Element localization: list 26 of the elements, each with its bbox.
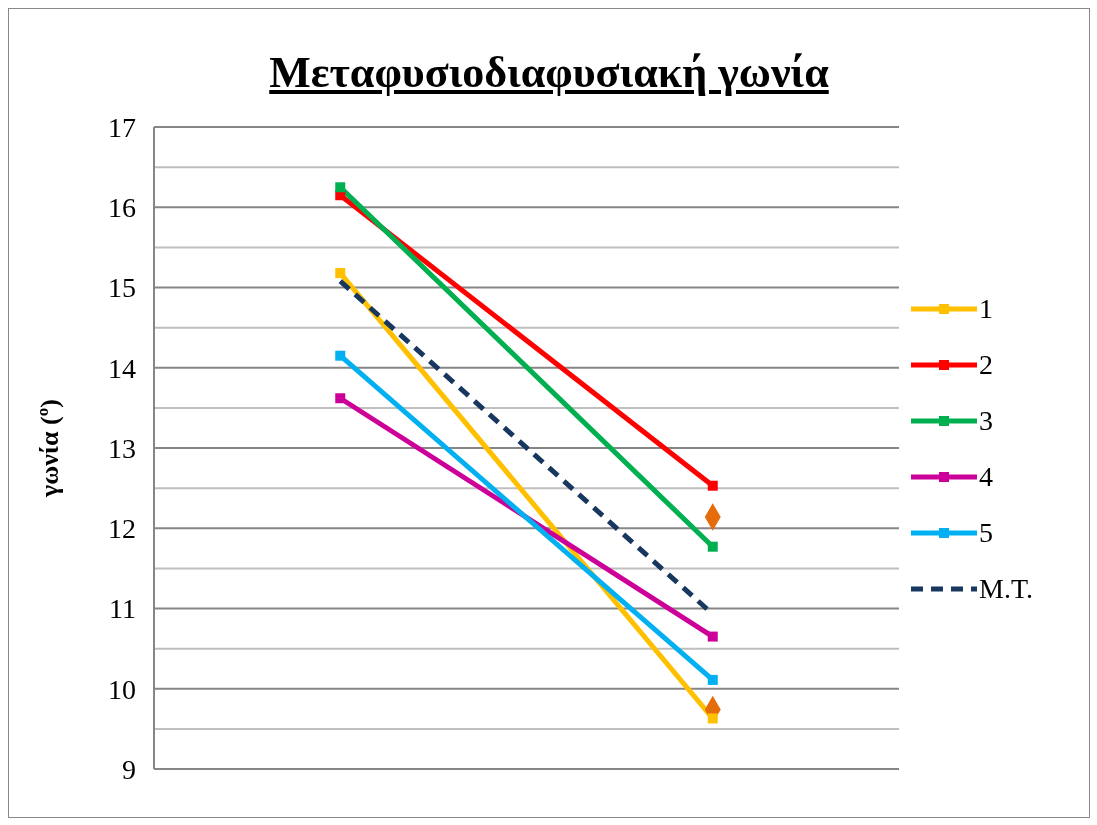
point xyxy=(707,674,718,685)
y-tick-label: 16 xyxy=(108,192,136,224)
point xyxy=(335,268,346,279)
legend-label: 1 xyxy=(979,293,993,325)
y-tick-label: 14 xyxy=(108,352,136,384)
point xyxy=(335,393,346,404)
y-tick-label: 15 xyxy=(108,272,136,304)
legend-label: 4 xyxy=(979,461,993,493)
legend-label: 5 xyxy=(979,517,993,549)
y-tick-label: 13 xyxy=(108,432,136,464)
legend-label: 3 xyxy=(979,405,993,437)
point xyxy=(707,631,718,642)
legend-label: M.T. xyxy=(979,573,1033,605)
y-tick-label: 17 xyxy=(108,111,136,143)
y-tick-label: 9 xyxy=(122,753,136,785)
legend-label: 2 xyxy=(979,349,993,381)
point xyxy=(335,182,346,193)
y-tick-label: 11 xyxy=(109,593,136,625)
chart-title: Μεταφυσιοδιαφυσιακή γωνία xyxy=(268,47,830,97)
point xyxy=(335,350,346,361)
point xyxy=(707,541,718,552)
point xyxy=(707,713,718,724)
point xyxy=(707,480,718,491)
y-axis-title: γωνία (º) xyxy=(35,399,65,498)
y-tick-label: 10 xyxy=(108,673,136,705)
y-tick-label: 12 xyxy=(108,513,136,545)
